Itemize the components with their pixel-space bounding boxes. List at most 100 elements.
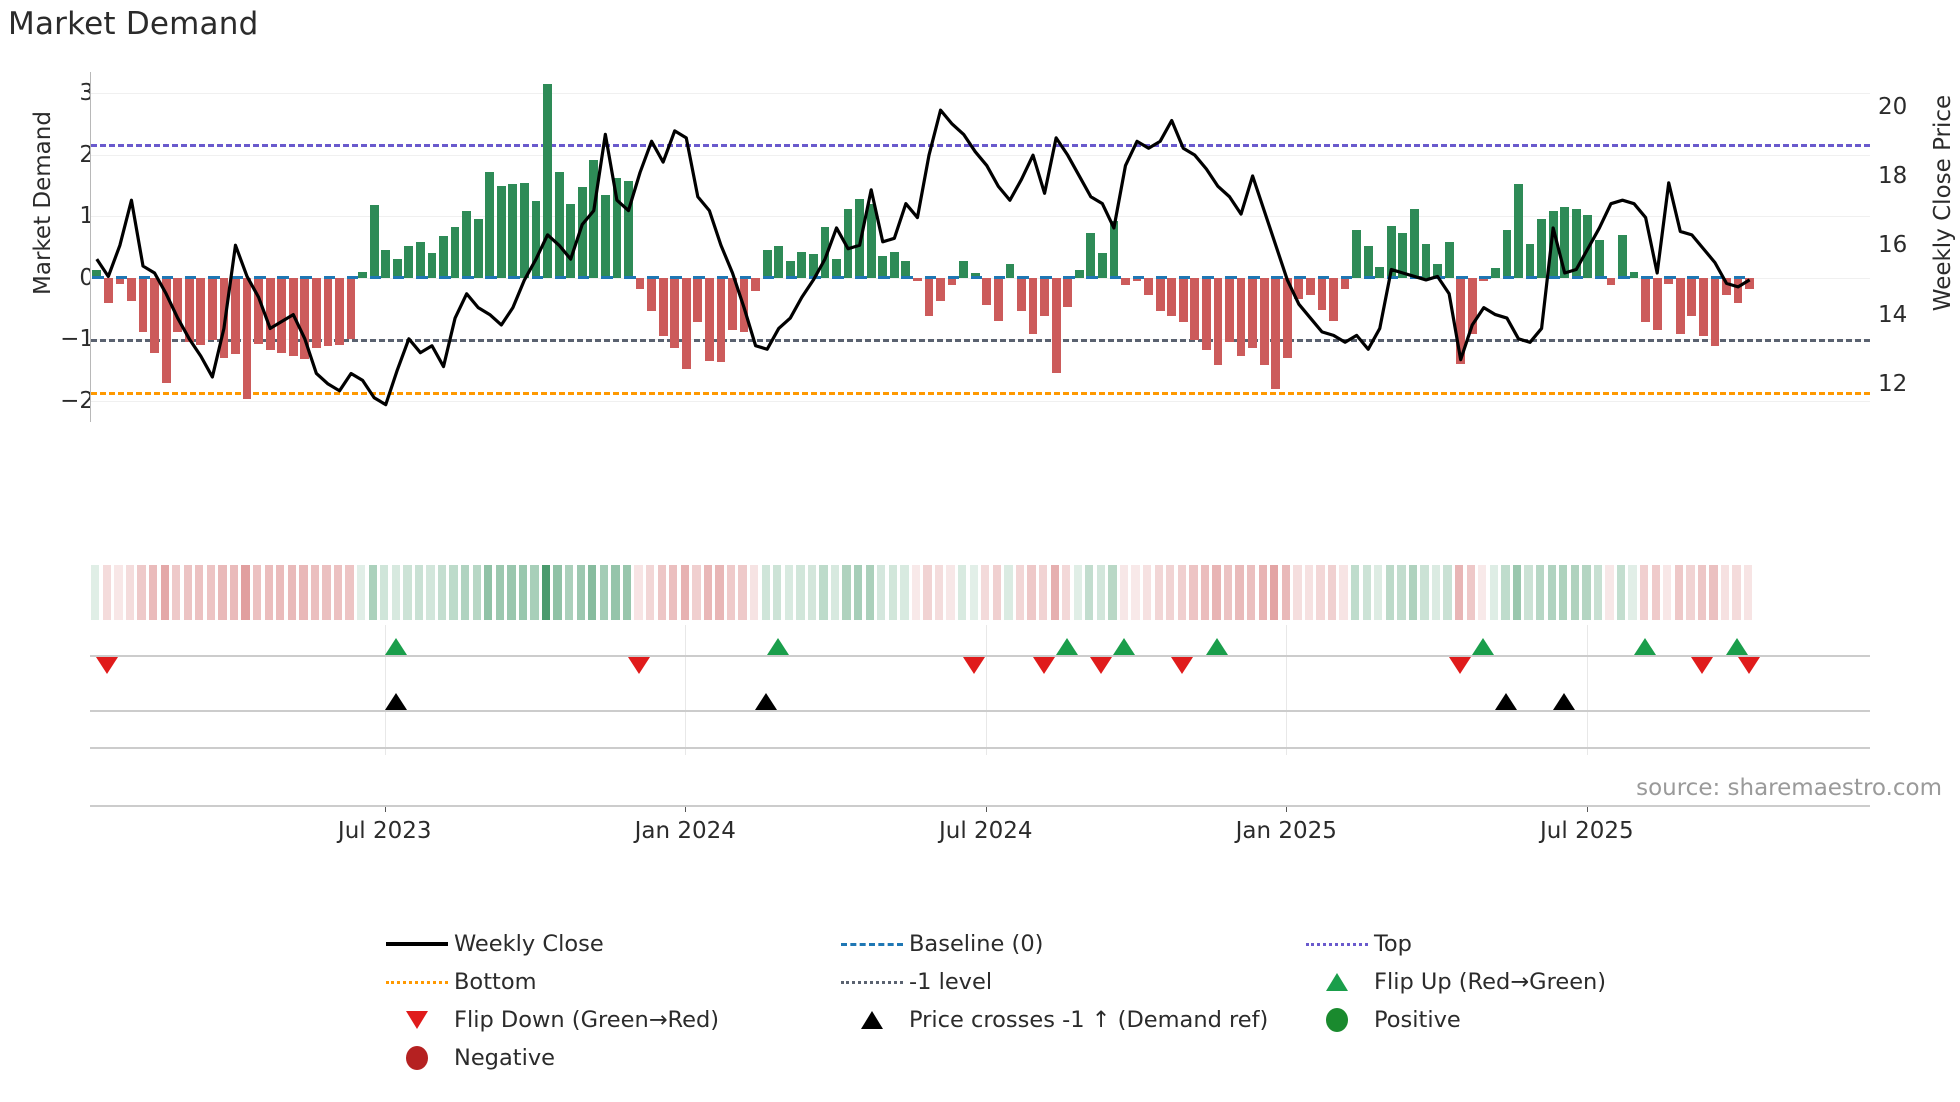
demand-bar <box>1028 277 1038 335</box>
bottom-line <box>91 391 1870 395</box>
flip-up-marker <box>766 638 789 655</box>
heat-cell <box>726 565 736 620</box>
heat-cell <box>414 565 424 620</box>
demand-bar <box>1490 268 1500 278</box>
legend-weekly-close[interactable]: Weekly Close <box>380 925 835 963</box>
heat-cell <box>1570 565 1579 620</box>
legend-bottom[interactable]: Bottom <box>380 963 835 1001</box>
heat-cell <box>703 565 713 620</box>
demand-bar <box>150 277 159 353</box>
heat-cell <box>1027 565 1036 620</box>
heat-cell <box>1038 565 1048 620</box>
heat-cell <box>403 565 412 620</box>
heat-cell <box>229 565 239 620</box>
demand-bar <box>589 159 599 278</box>
demand-bar <box>1352 229 1362 278</box>
heat-cell <box>1304 565 1314 620</box>
heat-cell <box>911 565 921 620</box>
top-line <box>91 143 1870 147</box>
demand-bar <box>231 277 240 355</box>
legend-positive[interactable]: Positive <box>1300 1001 1720 1039</box>
x-tick-mark-1 <box>685 805 687 812</box>
baseline-segment <box>1040 276 1052 280</box>
flip-down-marker <box>1032 657 1055 674</box>
demand-bar <box>1317 277 1327 310</box>
demand-bar <box>843 208 853 278</box>
price-cross-marker <box>1494 693 1517 710</box>
legend-minus-one[interactable]: -1 level <box>835 963 1300 1001</box>
legend-price-cross[interactable]: Price crosses -1 ↑ (Demand ref) <box>835 1001 1300 1039</box>
demand-bar <box>1063 277 1073 308</box>
baseline-segment <box>1086 276 1098 280</box>
legend-flip-down[interactable]: Flip Down (Green→Red) <box>380 1001 835 1039</box>
baseline-segment <box>1248 276 1260 280</box>
baseline-segment <box>161 276 174 280</box>
legend-flip-up[interactable]: Flip Up (Red→Green) <box>1300 963 1720 1001</box>
heat-cell <box>865 565 874 620</box>
baseline-segment <box>323 276 336 280</box>
baseline-segment <box>947 276 960 280</box>
heat-cell <box>1062 565 1071 620</box>
heat-cell <box>888 565 897 620</box>
baseline-segment <box>1109 276 1122 280</box>
legend-baseline[interactable]: Baseline (0) <box>835 925 1300 963</box>
demand-bar <box>92 270 102 278</box>
baseline-segment <box>1594 276 1607 280</box>
heat-cell <box>91 565 100 620</box>
demand-bar <box>1571 208 1581 278</box>
demand-bar <box>115 277 125 284</box>
chart-legend: Weekly Close Baseline (0) Top Bottom -1 leve… <box>380 925 1720 1077</box>
demand-bar <box>1456 277 1466 364</box>
legend-top-label: Top <box>1374 931 1412 957</box>
baseline-segment <box>1641 276 1653 280</box>
flip-up-marker <box>385 638 408 655</box>
demand-bar <box>1641 277 1650 322</box>
heat-cell <box>773 565 782 620</box>
demand-bar <box>1074 270 1084 278</box>
baseline-segment <box>1687 276 1699 280</box>
legend-negative[interactable]: Negative <box>380 1039 835 1077</box>
baseline-segment <box>485 276 497 280</box>
demand-bar <box>901 260 911 278</box>
flip-up-marker <box>1055 638 1078 655</box>
demand-bar <box>577 186 587 278</box>
main-plot-area <box>90 72 1870 422</box>
heat-cell <box>1582 565 1591 620</box>
demand-bar <box>1167 277 1177 316</box>
heat-cell <box>148 565 158 620</box>
baseline-segment <box>670 276 682 280</box>
demand-bar <box>566 204 576 278</box>
baseline-segment <box>1456 276 1468 280</box>
heat-cell <box>125 565 135 620</box>
demand-bar <box>1271 277 1281 390</box>
legend-negative-label: Negative <box>454 1045 555 1071</box>
heat-cell <box>1142 565 1152 620</box>
flip-down-marker <box>1737 657 1760 674</box>
demand-bar <box>993 277 1003 321</box>
heat-cell <box>1605 565 1614 620</box>
baseline-segment <box>716 276 729 280</box>
demand-bar <box>1629 271 1639 278</box>
y-tick-right-2: 16 <box>1878 232 1908 259</box>
baseline-segment <box>92 276 104 280</box>
demand-bar <box>1386 225 1396 278</box>
baseline-segment <box>1225 276 1237 280</box>
baseline-segment <box>1178 276 1191 280</box>
baseline-segment <box>369 276 382 280</box>
heat-cell <box>1489 565 1499 620</box>
demand-bar <box>1040 277 1049 316</box>
heat-cell <box>530 565 539 620</box>
x-tick-2: Jul 2024 <box>938 818 1033 844</box>
baseline-segment <box>439 276 451 280</box>
demand-bar <box>1548 211 1558 278</box>
demand-bar <box>1502 229 1512 278</box>
heat-cell <box>761 565 770 620</box>
demand-bar <box>346 277 356 340</box>
heat-cell <box>449 565 458 620</box>
heat-cell <box>784 565 793 620</box>
signal-marker-rows <box>90 625 1870 755</box>
heat-cell <box>576 565 585 620</box>
heat-cell <box>299 565 308 620</box>
baseline-segment <box>416 276 428 280</box>
legend-top[interactable]: Top <box>1300 925 1720 963</box>
